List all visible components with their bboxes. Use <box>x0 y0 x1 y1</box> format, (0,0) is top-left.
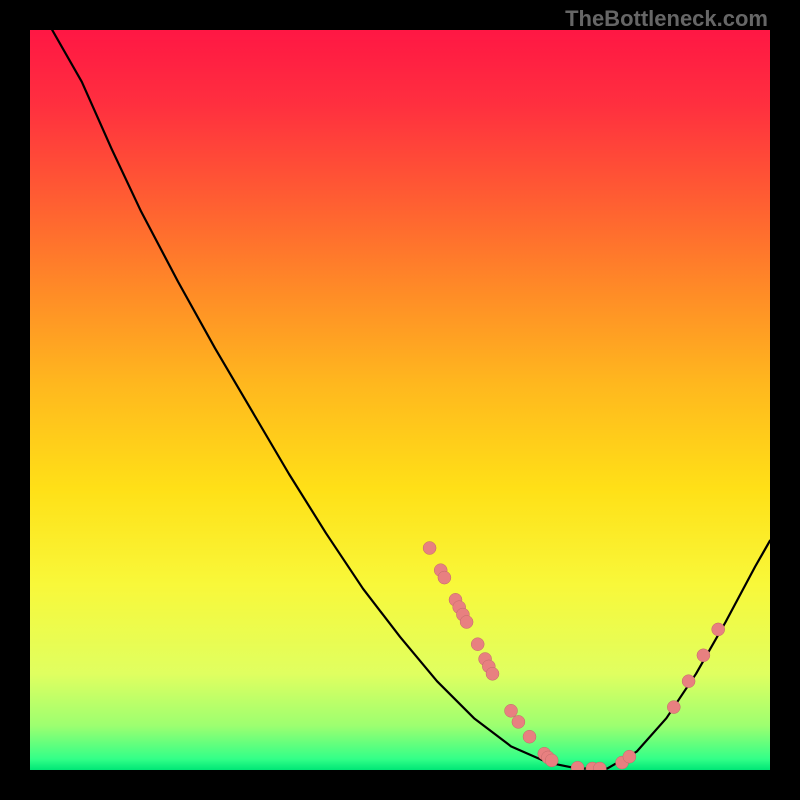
data-point <box>545 754 558 767</box>
chart-svg <box>30 30 770 770</box>
data-point <box>623 750 636 763</box>
data-point <box>438 571 451 584</box>
plot-background <box>30 30 770 770</box>
data-point <box>667 701 680 714</box>
data-point <box>505 704 518 717</box>
data-point <box>712 623 725 636</box>
data-point <box>682 675 695 688</box>
data-point <box>523 730 536 743</box>
data-point <box>512 715 525 728</box>
data-point <box>460 616 473 629</box>
data-point <box>697 649 710 662</box>
data-point <box>423 542 436 555</box>
watermark-text: TheBottleneck.com <box>565 6 768 32</box>
data-point <box>471 638 484 651</box>
data-point <box>486 667 499 680</box>
